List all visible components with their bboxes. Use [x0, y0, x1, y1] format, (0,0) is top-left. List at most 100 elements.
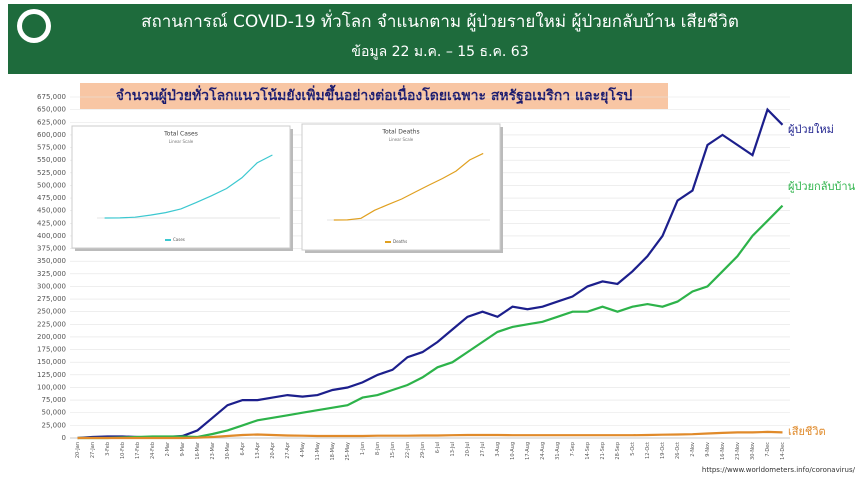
x-tick-label: 13-Jul [450, 442, 456, 456]
legend-label: Deaths [393, 239, 407, 244]
x-tick-label: 20-Jan [75, 442, 81, 458]
x-tick-label: 3-Feb [105, 442, 111, 456]
x-tick-label: 6-Apr [240, 441, 246, 455]
logo-inner [22, 14, 46, 38]
y-tick-label: 350,000 [37, 257, 66, 265]
x-tick-label: 11-May [315, 442, 321, 461]
x-tick-label: 30-Mar [225, 441, 231, 460]
x-tick-label: 27-Jan [90, 442, 96, 458]
inset-subtitle: Linear Scale [389, 137, 414, 142]
x-tick-label: 5-Oct [630, 442, 636, 456]
x-tick-label: 1-Jun [360, 442, 366, 455]
x-tick-label: 24-Aug [540, 442, 546, 460]
y-tick-label: 550,000 [37, 156, 66, 164]
x-tick-label: 24-Feb [150, 442, 156, 459]
x-tick-label: 9-Nov [705, 442, 711, 457]
x-tick-label: 7-Sep [570, 442, 576, 456]
x-tick-label: 16-Mar [195, 441, 201, 460]
x-tick-label: 23-Mar [210, 441, 216, 460]
x-tick-label: 9-Mar [180, 441, 186, 456]
x-tick-label: 3-Aug [495, 442, 501, 457]
y-tick-label: 275,000 [37, 295, 66, 303]
y-tick-label: 475,000 [37, 194, 66, 202]
y-tick-label: 225,000 [37, 320, 66, 328]
y-tick-label: 100,000 [37, 383, 66, 391]
x-tick-label: 12-Oct [645, 442, 651, 459]
y-tick-label: 125,000 [37, 371, 66, 379]
series-line [77, 430, 783, 440]
y-tick-label: 400,000 [37, 232, 66, 240]
y-tick-label: 450,000 [37, 207, 66, 215]
x-tick-label: 29-Jun [420, 442, 426, 458]
banner: จำนวนผู้ป่วยทั่วโลกแนวโน้มยังเพิ่มขึ้นอย… [116, 84, 633, 105]
y-tick-label: 300,000 [37, 282, 66, 290]
x-tick-label: 31-Aug [555, 442, 561, 460]
x-tick-label: 2-Nov [690, 442, 696, 457]
legend-label: Cases [173, 237, 185, 242]
y-tick-label: 50,000 [42, 409, 67, 417]
header-subtitle: ข้อมูล 22 ม.ค. – 15 ธ.ค. 63 [351, 44, 528, 60]
y-tick-label: 575,000 [37, 144, 66, 152]
y-tick-label: 325,000 [37, 270, 66, 278]
x-tick-label: 19-Oct [660, 442, 666, 459]
series-line [104, 154, 273, 219]
x-tick-label: 26-Oct [675, 442, 681, 459]
banner-box [80, 83, 668, 109]
legend-label: เสียชีวิต [788, 425, 826, 438]
y-tick-label: 75,000 [42, 396, 67, 404]
legend-label: ผู้ป่วยกลับบ้าน [788, 180, 856, 193]
y-tick-label: 500,000 [37, 181, 66, 189]
x-tick-label: 4-May [300, 442, 306, 457]
series-line [77, 107, 784, 440]
x-tick-label: 10-Feb [120, 442, 126, 459]
x-tick-label: 7-Dec [765, 442, 771, 457]
source: https://www.worldometers.info/coronaviru… [702, 466, 856, 474]
x-tick-label: 27-Jul [480, 442, 486, 456]
x-tick-label: 27-Apr [285, 441, 291, 459]
y-tick-label: 675,000 [37, 93, 66, 101]
y-tick-label: 0 [62, 434, 66, 442]
x-tick-label: 28-Sep [615, 442, 621, 460]
x-tick-label: 21-Sep [600, 442, 606, 460]
x-tick-label: 15-Jun [390, 442, 396, 458]
y-tick-label: 525,000 [37, 169, 66, 177]
x-tick-label: 17-Feb [135, 442, 141, 459]
header-band [8, 4, 852, 74]
y-tick-label: 625,000 [37, 118, 66, 126]
x-tick-label: 20-Apr [270, 441, 276, 459]
y-tick-label: 200,000 [37, 333, 66, 341]
x-tick-label: 14-Sep [585, 442, 591, 460]
inset-subtitle: Linear Scale [169, 139, 194, 144]
series-line [333, 152, 484, 221]
x-tick-label: 10-Aug [510, 442, 516, 460]
x-tick-label: 18-May [330, 442, 336, 461]
y-tick-label: 650,000 [37, 106, 66, 114]
y-tick-label: 250,000 [37, 308, 66, 316]
legend-label: ผู้ป่วยใหม่ [788, 123, 834, 136]
y-tick-label: 150,000 [37, 358, 66, 366]
x-tick-label: 20-Jul [465, 442, 471, 456]
inset-title: Total Deaths [381, 129, 419, 136]
x-tick-label: 23-Nov [735, 442, 741, 460]
y-tick-label: 25,000 [42, 421, 67, 429]
x-tick-label: 14-Dec [780, 442, 786, 460]
inset-title: Total Cases [163, 131, 198, 138]
inset-box [301, 123, 501, 251]
y-tick-label: 600,000 [37, 131, 66, 139]
x-tick-label: 13-Apr [255, 441, 261, 459]
y-tick-label: 175,000 [37, 346, 66, 354]
inset-box [71, 125, 291, 249]
x-tick-label: 8-Jun [375, 442, 381, 455]
y-tick-label: 425,000 [37, 219, 66, 227]
x-tick-label: 22-Jun [405, 442, 411, 458]
x-tick-label: 30-Nov [750, 442, 756, 460]
x-tick-label: 6-Jul [435, 442, 441, 453]
y-tick-label: 375,000 [37, 245, 66, 253]
x-tick-label: 17-Aug [525, 442, 531, 460]
header-title: สถานการณ์ COVID-19 ทั่วโลก จำแนกตาม ผู้ป… [141, 9, 739, 32]
x-tick-label: 2-Mar [165, 441, 171, 456]
x-tick-label: 25-May [345, 442, 351, 461]
x-tick-label: 16-Nov [720, 442, 726, 460]
